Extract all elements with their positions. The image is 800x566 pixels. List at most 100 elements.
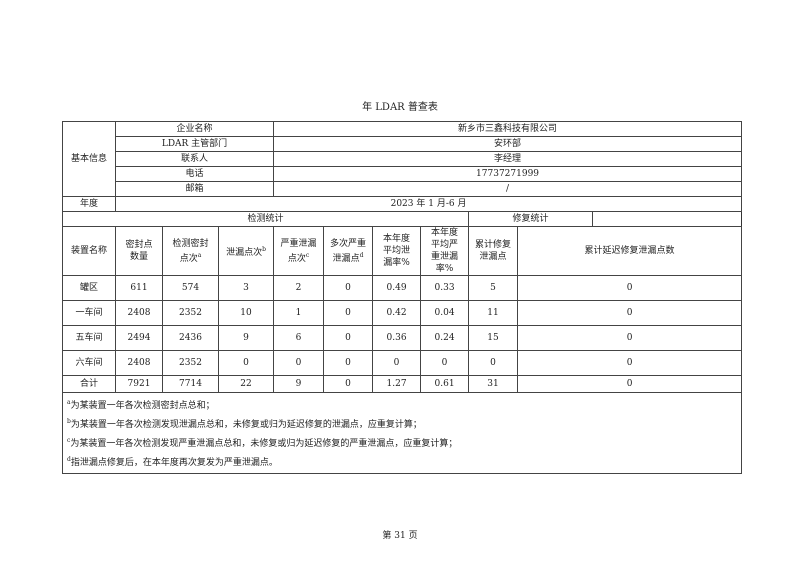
cell-value: 611 (115, 275, 163, 301)
cell-value: 11 (468, 300, 519, 326)
footnote: a为某装置一年各次检测密封点总和； (67, 395, 737, 414)
cell-value: 0 (517, 325, 743, 351)
cell-value: 15 (468, 325, 519, 351)
info-key: 联系人 (114, 151, 275, 167)
table-row: 联系人 李经理 (63, 151, 743, 167)
column-header: 累计延迟修复泄漏点数 (517, 226, 743, 276)
cell-value: 0 (420, 350, 470, 376)
table-row: 电话 17737271999 (63, 166, 743, 182)
footnote-marker: b (67, 418, 71, 425)
info-key: 电话 (114, 166, 275, 182)
column-header-text: 多次严重泄漏点 (330, 238, 367, 264)
footnote-marker: a (197, 251, 202, 259)
cell-value: 0 (372, 350, 422, 376)
column-header: 本年度平均严重泄漏率% (420, 226, 470, 276)
column-header: 多次严重泄漏点d (323, 226, 374, 276)
cell-value: 0 (468, 350, 519, 376)
table-row: 一车间 2408 2352 10 1 0 0.42 0.04 11 0 (62, 300, 743, 326)
footnote-text: 为某装置一年各次检测密封点总和； (70, 401, 215, 411)
total-label: 合计 (62, 375, 116, 393)
info-value: 安环部 (273, 136, 743, 152)
table-row: LDAR 主管部门 安环部 (63, 136, 743, 152)
column-header: 严重泄漏点次c (273, 226, 325, 276)
table-row: a为某装置一年各次检测密封点总和； b为某装置一年各次检测发现泄漏点总和，未修复或… (61, 392, 743, 474)
cell-value: 10 (217, 300, 275, 326)
cell-value: 0.36 (372, 325, 422, 351)
footnote-marker: c (305, 251, 310, 259)
footnote: d指泄漏点修复后，在本年度再次复发为严重泄漏点。 (67, 452, 737, 471)
total-value: 0 (323, 375, 374, 393)
total-value: 7921 (115, 375, 163, 393)
table-row: 检测统计 修复统计 (61, 211, 742, 227)
unit-name: 五车间 (62, 325, 116, 351)
column-header-text: 严重泄漏点次 (280, 238, 317, 264)
cell-value: 2352 (162, 350, 219, 376)
column-header: 密封点数量 (115, 226, 163, 276)
info-value: / (273, 181, 743, 197)
table-row: 装置名称 密封点数量 检测密封点次a 泄漏点次b 严重泄漏点次c 多次严重泄漏点d 本年度平… (62, 226, 743, 276)
basic-info-label: 基本信息 (62, 121, 116, 197)
column-header-text: 本年度平均泄漏率% (383, 234, 411, 268)
cell-value: 0 (273, 350, 325, 376)
column-header: 本年度平均泄漏率% (372, 226, 422, 276)
footnote: c为某装置一年各次检测发现严重泄漏点总和，未修复或归为延迟修复的严重泄漏点，应重… (67, 433, 737, 452)
table-row: 六车间 2408 2352 0 0 0 0 0 0 0 (62, 350, 743, 376)
table-title: 年 LDAR 普查表 (362, 102, 438, 113)
cell-value: 6 (273, 325, 325, 351)
cell-value: 5 (468, 275, 519, 301)
cell-value: 0 (517, 300, 743, 326)
info-value: 李经理 (273, 151, 743, 167)
cell-value: 0 (323, 350, 374, 376)
total-value: 7714 (162, 375, 219, 393)
column-header-text: 累计修复泄漏点 (475, 240, 512, 262)
cell-value: 0 (323, 325, 374, 351)
column-header: 检测密封点次a (162, 226, 219, 276)
repair-section-header: 修复统计 (468, 211, 594, 227)
footnote-text: 指泄漏点修复后，在本年度再次复发为严重泄漏点。 (70, 458, 278, 468)
column-header-text: 本年度平均严重泄漏率% (431, 228, 459, 274)
cell-value: 2408 (115, 300, 163, 326)
table-row: 合计 7921 7714 22 9 0 1.27 0.61 31 0 (62, 375, 743, 393)
year-label: 年度 (62, 196, 116, 212)
footnote-text: 为某装置一年各次检测发现泄漏点总和，未修复或归为延迟修复的泄漏点，应重复计算； (70, 420, 422, 430)
total-value: 22 (217, 375, 275, 393)
column-header-text: 检测密封点次 (172, 238, 209, 264)
column-header-text: 泄漏点次 (226, 247, 263, 258)
cell-value: 2408 (115, 350, 163, 376)
cell-value: 2352 (162, 300, 219, 326)
cell-value: 0.42 (372, 300, 422, 326)
cell-value: 0 (217, 350, 275, 376)
cell-value: 2436 (162, 325, 219, 351)
info-key: 邮箱 (114, 181, 275, 197)
cell-value: 2 (273, 275, 325, 301)
total-value: 9 (273, 375, 325, 393)
cell-value: 0.24 (420, 325, 470, 351)
total-value: 1.27 (372, 375, 422, 393)
unit-name: 一车间 (62, 300, 116, 326)
footnote-marker: d (67, 456, 71, 463)
cell-value: 0 (323, 275, 374, 301)
cell-value: 574 (162, 275, 219, 301)
footnote-marker: b (262, 245, 266, 253)
column-header: 累计修复泄漏点 (468, 226, 519, 276)
cell-value: 0.04 (420, 300, 470, 326)
unit-name: 罐区 (62, 275, 116, 301)
column-header: 泄漏点次b (217, 226, 275, 276)
cell-value: 0.49 (372, 275, 422, 301)
table-row: 邮箱 / (63, 181, 743, 197)
footnotes: a为某装置一年各次检测密封点总和； b为某装置一年各次检测发现泄漏点总和，未修复或… (61, 392, 743, 474)
total-value: 31 (468, 375, 519, 393)
footnote-marker: a (67, 399, 71, 406)
footnote-marker: c (67, 437, 71, 444)
info-value: 新乡市三鑫科技有限公司 (273, 121, 743, 137)
table-row: 基本信息 企业名称 新乡市三鑫科技有限公司 (62, 121, 743, 197)
cell-value: 0 (517, 275, 743, 301)
column-header-text: 密封点数量 (125, 240, 153, 262)
cell-value: 3 (217, 275, 275, 301)
cell-value: 0.33 (420, 275, 470, 301)
year-value: 2023 年 1 月-6 月 (114, 196, 743, 212)
info-value: 17737271999 (273, 166, 743, 182)
table-row: 年度 2023 年 1 月-6 月 (62, 196, 743, 212)
footnote: b为某装置一年各次检测发现泄漏点总和，未修复或归为延迟修复的泄漏点，应重复计算； (67, 414, 737, 433)
page-number: 第 31 页 (382, 531, 418, 541)
